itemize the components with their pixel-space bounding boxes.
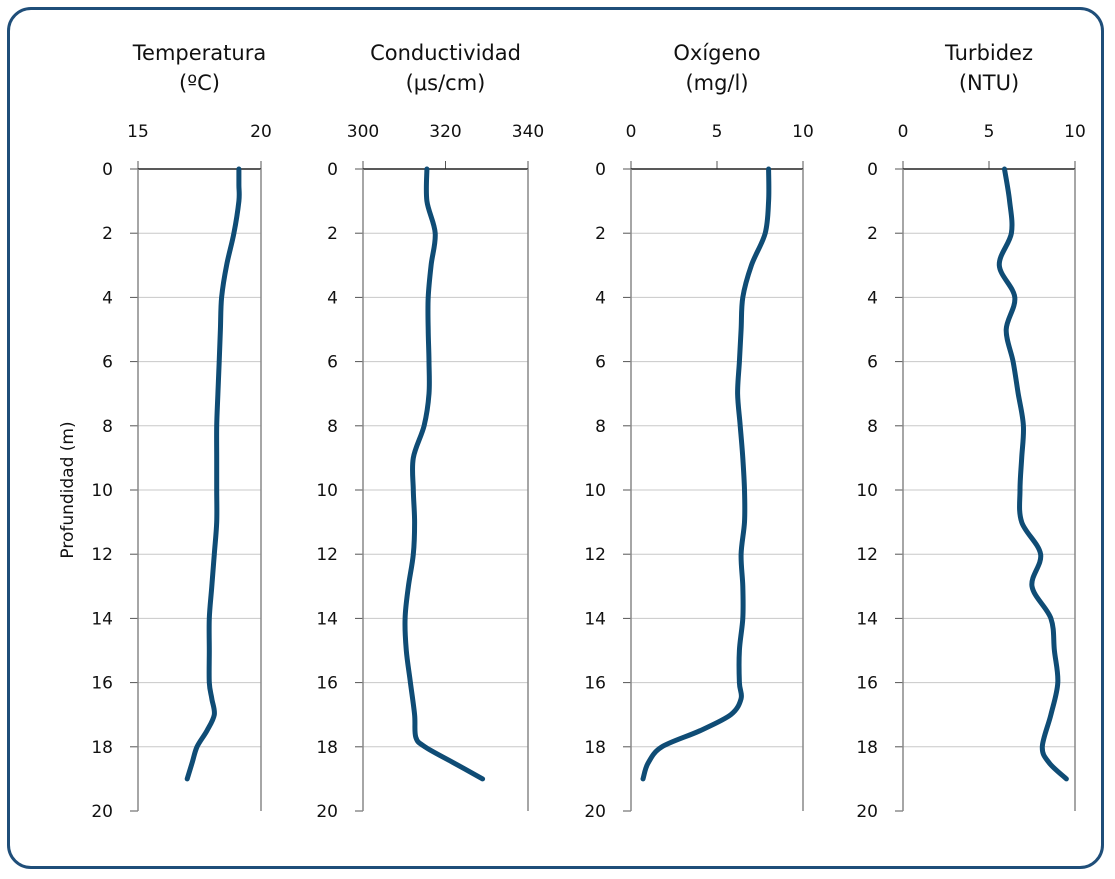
panel-0-y-tick-label: 2 [102, 224, 113, 244]
panel-3-title-line-1: (NTU) [959, 71, 1019, 95]
panel-3-y-tick-label: 8 [867, 417, 878, 437]
panel-0-title-line-1: (ºC) [179, 71, 220, 95]
panel-0-y-tick-label: 16 [91, 674, 113, 694]
panel-3-y-tick-label: 20 [856, 802, 878, 822]
panel-0-y-tick-label: 20 [91, 802, 113, 822]
panel-2-x-tick-label: 10 [792, 122, 814, 142]
panel-1-y-tick-label: 8 [327, 417, 338, 437]
panel-3-y-tick-label: 2 [867, 224, 878, 244]
panel-1-y-tick-label: 6 [327, 353, 338, 373]
panel-2-y-tick-label: 6 [595, 353, 606, 373]
panel-0-y-tick-label: 4 [102, 288, 113, 308]
panel-1-y-tick-label: 20 [316, 802, 338, 822]
panel-2-y-tick-label: 16 [584, 674, 606, 694]
panel-1-y-tick-label: 16 [316, 674, 338, 694]
panel-0-y-tick-label: 12 [91, 545, 113, 565]
panel-3-x-tick-label: 10 [1064, 122, 1086, 142]
panel-3-y-tick-label: 4 [867, 288, 878, 308]
panel-3-x-tick-label: 5 [984, 122, 995, 142]
panel-3-y-tick-label: 18 [856, 738, 878, 758]
panel-1-y-tick-label: 4 [327, 288, 338, 308]
panel-1-y-tick-label: 2 [327, 224, 338, 244]
panel-0-x-tick-label: 15 [127, 122, 149, 142]
panel-2-x-tick-label: 0 [626, 122, 637, 142]
panel-0-x-tick-label: 20 [250, 122, 272, 142]
panel-1-y-tick-label: 18 [316, 738, 338, 758]
panel-3-y-tick-label: 0 [867, 160, 878, 180]
panel-0-y-tick-label: 10 [91, 481, 113, 501]
panel-2-y-tick-label: 12 [584, 545, 606, 565]
panel-1-y-tick-label: 12 [316, 545, 338, 565]
panel-1-title-line-0: Conductividad [370, 41, 521, 65]
panel-2-x-tick-label: 5 [712, 122, 723, 142]
panel-0-y-tick-label: 8 [102, 417, 113, 437]
panel-3-title-line-0: Turbidez [944, 41, 1033, 65]
panel-1-x-tick-label: 320 [429, 122, 461, 142]
panel-0-y-tick-label: 0 [102, 160, 113, 180]
panel-2-y-tick-label: 14 [584, 609, 606, 629]
panel-0-y-tick-label: 6 [102, 353, 113, 373]
panel-1-y-tick-label: 14 [316, 609, 338, 629]
panel-0-y-tick-label: 18 [91, 738, 113, 758]
panel-1-x-tick-label: 300 [347, 122, 379, 142]
y-axis-label: Profundidad (m) [58, 421, 78, 558]
panel-2-y-tick-label: 10 [584, 481, 606, 501]
panel-2-y-tick-label: 4 [595, 288, 606, 308]
chart-frame [7, 7, 1104, 869]
panel-2-title-line-0: Oxígeno [673, 41, 760, 65]
panel-0-y-tick-label: 14 [91, 609, 113, 629]
panel-2-profile-line [640, 166, 772, 782]
panel-2-title-line-1: (mg/l) [685, 71, 748, 95]
panel-3-y-tick-label: 12 [856, 545, 878, 565]
panel-2-y-tick-label: 18 [584, 738, 606, 758]
panel-1-profile-line [402, 166, 486, 782]
panel-1-y-tick-label: 0 [327, 160, 338, 180]
panel-1-title-line-1: (μs/cm) [406, 71, 486, 95]
panel-1-y-tick-label: 10 [316, 481, 338, 501]
panel-2-y-tick-label: 20 [584, 802, 606, 822]
panel-3-y-tick-label: 16 [856, 674, 878, 694]
panel-3-y-tick-label: 6 [867, 353, 878, 373]
panel-2-y-tick-label: 0 [595, 160, 606, 180]
panel-2-y-tick-label: 2 [595, 224, 606, 244]
panel-2-y-tick-label: 8 [595, 417, 606, 437]
panel-0-profile-line [184, 166, 242, 782]
panel-0-title-line-0: Temperatura [132, 41, 266, 65]
panel-3-profile-line [996, 166, 1069, 782]
panel-3-y-tick-label: 14 [856, 609, 878, 629]
panel-1-x-tick-label: 340 [512, 122, 544, 142]
panel-3-y-tick-label: 10 [856, 481, 878, 501]
panel-3-x-tick-label: 0 [898, 122, 909, 142]
